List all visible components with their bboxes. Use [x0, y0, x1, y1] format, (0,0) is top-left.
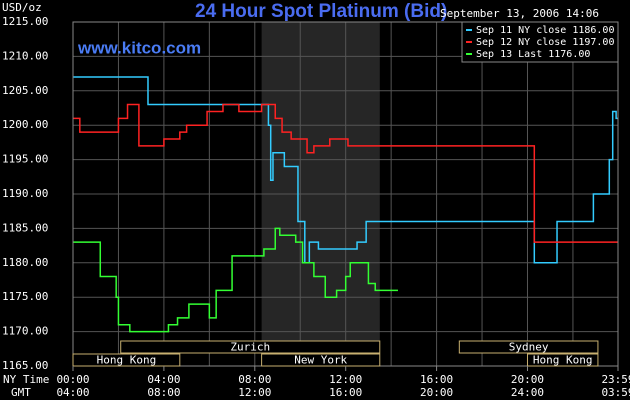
- legend-label: Sep 13 Last 1176.00: [476, 49, 590, 60]
- x2-tick-label: 24:00: [511, 386, 544, 399]
- session-label: Zurich: [230, 341, 270, 354]
- y-tick-label: 1205.00: [2, 84, 48, 97]
- x-tick-label: 08:00: [238, 373, 271, 386]
- y-tick-label: 1175.00: [2, 290, 48, 303]
- legend-label: Sep 11 NY close 1186.00: [476, 25, 614, 36]
- session-bar: [72, 353, 181, 367]
- chart-title: 24 Hour Spot Platinum (Bid): [195, 1, 447, 22]
- x-tick-label: 16:00: [420, 373, 453, 386]
- x-tick-label: 00:00: [56, 373, 89, 386]
- x2-tick-label: 12:00: [238, 386, 271, 399]
- plot-lines: [73, 76, 618, 333]
- legend-box: [461, 21, 619, 63]
- x2-tick-label: 03:59: [601, 386, 630, 399]
- x2-tick-label: 16:00: [329, 386, 362, 399]
- x-tick-label: 20:00: [511, 373, 544, 386]
- session-bar: [120, 340, 381, 354]
- series-line: [73, 76, 618, 264]
- session-label: Sydney: [509, 341, 549, 354]
- y-axis-label: USD/oz: [2, 1, 42, 14]
- plot-background: [73, 21, 618, 367]
- watermark: www.kitco.com: [77, 38, 201, 57]
- session-label: Hong Kong: [533, 354, 593, 367]
- x-tick-label: 12:00: [329, 373, 362, 386]
- session-label: Hong Kong: [97, 354, 157, 367]
- y-tick-label: 1180.00: [2, 256, 48, 269]
- series-line: [73, 103, 618, 243]
- y-tick-label: 1185.00: [2, 221, 48, 234]
- session-label: New York: [294, 354, 347, 367]
- x2-row-label: GMT: [11, 386, 31, 399]
- y-tick-label: 1195.00: [2, 153, 48, 166]
- x-row-label: NY Time: [3, 373, 49, 386]
- x2-tick-label: 20:00: [420, 386, 453, 399]
- y-tick-label: 1210.00: [2, 49, 48, 62]
- session-bar: [261, 353, 381, 367]
- y-tick-label: 1190.00: [2, 187, 48, 200]
- y-tick-label: 1165.00: [2, 359, 48, 372]
- legend-label: Sep 12 NY close 1197.00: [476, 37, 614, 48]
- y-tick-label: 1170.00: [2, 325, 48, 338]
- series-line: [73, 227, 398, 333]
- timestamp: September 13, 2006 14:06: [440, 7, 599, 20]
- session-bar: [526, 353, 599, 367]
- y-tick-label: 1215.00: [2, 15, 48, 28]
- x-tick-label: 04:00: [147, 373, 180, 386]
- overlay: 1165.00 1170.00 1175.00 1180.00 1185.00 1190.…: [2, 15, 630, 399]
- x2-tick-label: 04:00: [56, 386, 89, 399]
- y-tick-label: 1200.00: [2, 118, 48, 131]
- x-tick-label: 23:59: [601, 373, 630, 386]
- x2-tick-label: 08:00: [147, 386, 180, 399]
- session-bar: [458, 340, 599, 354]
